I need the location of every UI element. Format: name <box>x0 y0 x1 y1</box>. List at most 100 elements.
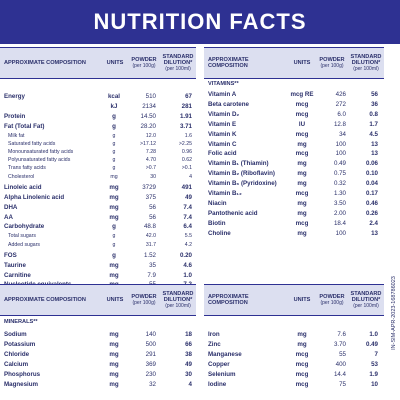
powder-value: 7.9 <box>147 271 156 279</box>
nutrient-name: AA <box>4 213 13 221</box>
header-powder-sub: (per 100g) <box>320 63 344 69</box>
standard-value: 4.5 <box>369 130 378 138</box>
table-row: Polyunsaturated fatty acids g 4.70 0.62 <box>0 156 196 164</box>
powder-value: 18.4 <box>333 219 346 227</box>
header-standard-label: STANDARD DILUTION* <box>350 291 382 303</box>
standard-value: 49 <box>185 193 192 201</box>
nutrient-name: Vitamin D₂ <box>208 110 240 118</box>
nutrient-name: Niacin <box>208 199 227 207</box>
unit-cell: mg <box>109 380 119 388</box>
header-powder-sub: (per 100g) <box>320 300 344 306</box>
powder-value: 140 <box>145 331 156 338</box>
table-row: Phosphorus mg 230 30 <box>0 370 196 380</box>
standard-value: 0.17 <box>365 190 378 197</box>
powder-value: 75 <box>339 380 346 388</box>
powder-value: 272 <box>335 100 346 108</box>
table-row: Total sugars g 42.0 5.5 <box>0 232 196 240</box>
table-header: APPROXIMATE COMPOSITION UNITS POWDER (per… <box>204 47 384 79</box>
powder-value: 34 <box>339 130 346 138</box>
unit-cell: g <box>112 233 116 240</box>
header-powder-sub: (per 100g) <box>132 300 156 306</box>
nutrient-name: Iron <box>208 331 220 338</box>
standard-value: 0.26 <box>365 209 378 217</box>
powder-value: 375 <box>145 193 156 201</box>
nutrient-name: Protein <box>4 112 26 120</box>
nutrient-name: Carbohydrate <box>4 223 45 231</box>
table-row: Cholesterol mg 30 4 <box>0 173 196 181</box>
unit-cell: mg <box>109 183 119 191</box>
standard-value: 7.4 <box>183 213 192 221</box>
standard-value: 4 <box>188 380 192 388</box>
unit-cell: g <box>112 241 116 248</box>
unit-cell: IU <box>298 120 306 128</box>
unit-cell: mg <box>109 350 119 358</box>
nutrient-name: Biotin <box>208 219 226 227</box>
nutrient-name: Trans fatty acids <box>8 165 46 172</box>
header-units: UNITS <box>293 297 311 303</box>
header-standard: STANDARD DILUTION* (per 100ml) <box>160 48 196 78</box>
unit-cell: mg <box>109 193 119 201</box>
header-standard-sub: (per 100ml) <box>353 66 379 72</box>
unit-cell: g <box>112 223 116 231</box>
unit-cell: mg <box>109 360 119 368</box>
unit-cell: g <box>112 132 116 139</box>
unit-cell: mcg <box>295 360 309 368</box>
powder-value: 100 <box>335 229 346 237</box>
powder-value: 1.30 <box>333 190 346 197</box>
powder-value: 2.00 <box>333 209 346 217</box>
table-row: Trans fatty acids g >0.7 >0.1 <box>0 164 196 172</box>
unit-cell: mcg <box>295 350 309 358</box>
unit-cell: mcg <box>295 130 309 138</box>
header-composition: APPROXIMATE COMPOSITION <box>208 57 249 69</box>
table-row: Calcium mg 369 49 <box>0 360 196 370</box>
nutrient-name: Phosphorus <box>4 370 41 378</box>
table-row: Protein g 14.50 1.91 <box>0 112 196 122</box>
nutrient-name: Vitamin K <box>208 130 237 138</box>
table-row: Potassium mg 500 66 <box>0 340 196 350</box>
vitamin-panel: APPROXIMATE COMPOSITION UNITS POWDER (per… <box>204 44 384 284</box>
table-row: FOS g 1.52 0.20 <box>0 251 196 261</box>
table-row: Energy kcal 510 67 <box>0 92 196 102</box>
nutrient-name: Beta carotene <box>208 100 249 108</box>
unit-cell: g <box>112 165 116 172</box>
nutrient-name: Vitamin B₆ (Pyridoxine) <box>208 180 277 188</box>
unit-cell: g <box>112 157 116 164</box>
nutrient-name: Magnesium <box>4 380 39 388</box>
minerals-panel-right: APPROXIMATE COMPOSITION UNITS POWDER (per… <box>204 284 384 400</box>
nutrient-name: Iodine <box>208 380 227 388</box>
unit-cell: mg <box>297 199 307 207</box>
table-row: Vitamin A mcg RE 426 56 <box>204 90 384 100</box>
powder-value: 0.49 <box>333 160 346 168</box>
table-row: Sodium mg 140 18 <box>0 330 196 340</box>
header-powder-sub: (per 100g) <box>132 63 156 69</box>
standard-value: 0.46 <box>365 199 378 207</box>
table-row: Selenium mcg 14.4 1.9 <box>204 370 384 380</box>
powder-value: 400 <box>335 360 346 368</box>
header-powder-label: POWDER <box>131 294 157 300</box>
nutrient-name: Folic acid <box>208 150 237 158</box>
standard-value: 0.62 <box>181 157 192 164</box>
nutrient-name: Choline <box>208 229 231 237</box>
unit-cell: g <box>112 112 116 120</box>
nutrient-name: Vitamin C <box>208 140 237 148</box>
header-standard: STANDARD DILUTION* (per 100ml) <box>160 285 196 315</box>
header-standard-sub: (per 100ml) <box>165 66 191 72</box>
powder-value: 1.52 <box>143 251 156 259</box>
powder-value: 30 <box>150 173 156 180</box>
table-row: Alpha Linolenic acid mg 375 49 <box>0 193 196 203</box>
unit-cell: mcg <box>295 110 309 118</box>
unit-cell: mg <box>110 173 118 180</box>
nutrient-name: Taurine <box>4 261 26 269</box>
powder-value: 48.8 <box>143 223 156 231</box>
powder-value: 100 <box>335 140 346 148</box>
side-code-text: IN-SIM-APR-2023-168786023 <box>391 276 397 350</box>
table-row: Beta carotene mcg 272 36 <box>204 100 384 110</box>
unit-cell: mg <box>297 229 307 237</box>
standard-value: 281 <box>181 102 192 110</box>
nutrient-name: Zinc <box>208 340 221 348</box>
table-row: Taurine mg 35 4.6 <box>0 261 196 271</box>
nutrient-name: Manganese <box>208 350 242 358</box>
unit-cell: mg <box>109 271 119 279</box>
standard-value: 67 <box>185 93 192 100</box>
nutrient-name: Selenium <box>208 370 236 378</box>
